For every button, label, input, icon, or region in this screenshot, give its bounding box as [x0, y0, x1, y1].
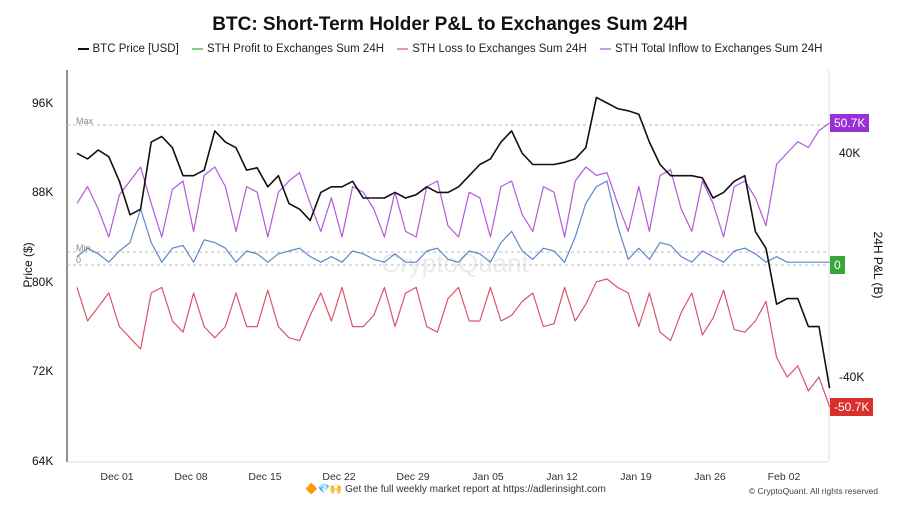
loss-line [76, 278, 831, 408]
badge-profit-last: 0 [830, 256, 845, 274]
legend-swatch [77, 47, 89, 50]
footer-text: Get the full weekly market report at [345, 484, 503, 495]
legend-label: STH Loss to Exchanges Sum 24H [412, 43, 587, 55]
y-right-label: 24H P&L (B) [871, 231, 885, 299]
chart-title: BTC: Short-Term Holder P&L to Exchanges … [212, 14, 688, 35]
legend-item-price[interactable]: BTC Price [USD] [77, 43, 179, 55]
legend-swatch [599, 47, 611, 50]
legend-label: STH Profit to Exchanges Sum 24H [206, 43, 385, 55]
y-left-tick: 64K [32, 454, 54, 468]
legend-item-loss[interactable]: STH Loss to Exchanges Sum 24H [397, 43, 587, 55]
y-left-label: Price ($) [21, 242, 35, 288]
x-tick: Dec 22 [322, 471, 356, 483]
y-left-tick: 80K [32, 275, 54, 289]
badge-inflow-last: 50.7K [830, 114, 870, 132]
x-tick: Jan 12 [546, 471, 578, 483]
badge-loss-last: -50.7K [830, 398, 874, 416]
legend: BTC Price [USD] STH Profit to Exchanges … [0, 43, 900, 55]
legend-label: BTC Price [USD] [92, 43, 179, 55]
zero-label: 0 [76, 255, 81, 265]
min-label: Min [76, 243, 91, 253]
legend-label: STH Total Inflow to Exchanges Sum 24H [614, 43, 823, 55]
legend-swatch [397, 47, 409, 50]
legend-swatch [191, 47, 203, 50]
watermark: CryptoQuant [381, 248, 529, 278]
x-tick: Dec 29 [396, 471, 430, 483]
x-tick: Jan 19 [620, 471, 652, 483]
footer-link[interactable]: https://adlerinsight.com [502, 484, 606, 495]
legend-item-profit[interactable]: STH Profit to Exchanges Sum 24H [191, 43, 385, 55]
inflow-line [76, 122, 830, 238]
y-left-tick: 96K [32, 96, 54, 110]
profit-line [76, 180, 830, 263]
max-label: Max [76, 116, 94, 126]
footer-emoji: 🔶💎🙌 [305, 484, 343, 495]
y-left-tick: 72K [32, 364, 54, 378]
x-tick: Feb 02 [767, 471, 801, 483]
legend-item-inflow[interactable]: STH Total Inflow to Exchanges Sum 24H [599, 43, 823, 55]
x-tick: Dec 01 [100, 471, 134, 483]
price-line [76, 96, 831, 389]
x-tick: Dec 15 [248, 471, 282, 483]
footer: 🔶💎🙌 Get the full weekly market report at… [305, 484, 606, 495]
y-right-tick: 40K [839, 146, 861, 160]
x-tick: Jan 26 [694, 471, 726, 483]
y-right-tick: -40K [839, 370, 865, 384]
x-tick: Jan 05 [472, 471, 504, 483]
y-left-tick: 88K [32, 185, 54, 199]
copyright: © CryptoQuant. All rights reserved [748, 486, 878, 496]
x-tick: Dec 08 [174, 471, 208, 483]
